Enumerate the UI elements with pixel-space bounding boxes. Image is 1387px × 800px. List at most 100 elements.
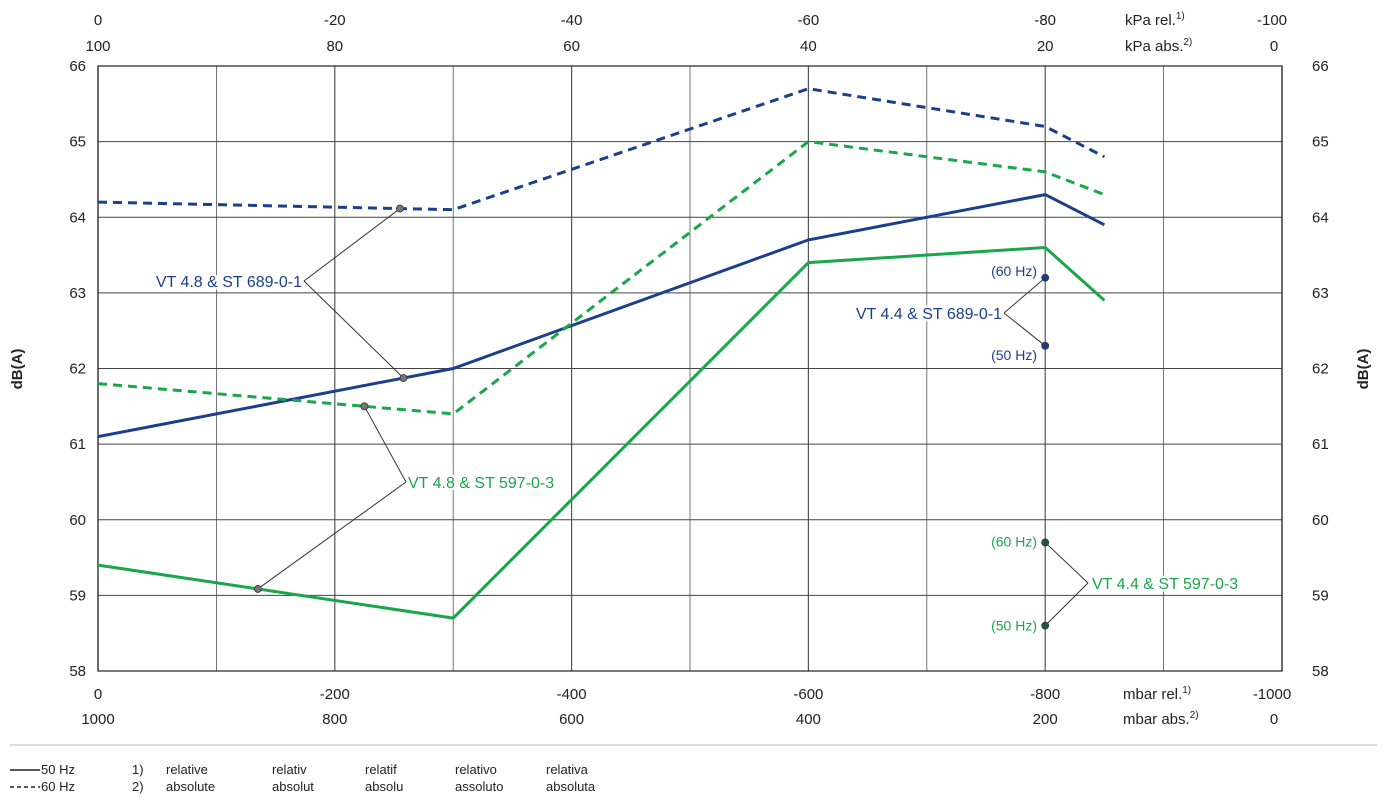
leader-lines: [253, 204, 1089, 630]
unit-label-kpa-abs: kPa abs.2): [1125, 37, 1192, 55]
marker-dot: [399, 374, 408, 382]
tick-labels: 010000100-200800-2080-400600-4060-600400…: [69, 11, 1328, 728]
x-tick-bottom-abs: 1000: [81, 711, 114, 728]
y-tick-right: 65: [1312, 134, 1329, 151]
x-tick-bottom-rel: 0: [94, 686, 102, 703]
annotations: VT 4.8 & ST 689-0-1VT 4.8 & ST 689-0-1VT…: [153, 260, 1240, 636]
leader-line: [1044, 542, 1089, 584]
y-tick-left: 64: [69, 209, 86, 226]
x-tick-bottom-abs: 200: [1033, 711, 1058, 728]
y-axis-label-left: dB(A): [9, 349, 26, 390]
y-tick-left: 62: [69, 361, 86, 378]
leader-line: [303, 280, 404, 379]
point-label-halo: (60 Hz): [991, 263, 1037, 279]
legend-dashed-label: 60 Hz: [41, 779, 75, 794]
leader-line: [257, 481, 407, 590]
y-tick-right: 62: [1312, 361, 1329, 378]
x-tick-bottom-abs: 0: [1270, 711, 1278, 728]
point-label: (60 Hz): [991, 263, 1037, 279]
x-tick-top-rel: -60: [798, 12, 820, 29]
marker-dot: [253, 585, 262, 593]
y-axis-label-right: dB(A): [1355, 349, 1372, 390]
unit-label-kpa-rel: kPa rel.1): [1125, 11, 1185, 29]
plot-frame: [97, 65, 1283, 672]
x-tick-top-abs: 100: [85, 38, 110, 55]
x-tick-bottom-rel: -600: [793, 686, 823, 703]
x-tick-top-rel: -40: [561, 12, 583, 29]
annotation-vt48-st689-halo: VT 4.8 & ST 689-0-1: [156, 274, 302, 291]
x-tick-top-abs: 80: [326, 38, 343, 55]
series-lines: [97, 87, 1106, 620]
point-label: (50 Hz): [991, 347, 1037, 363]
legend: 50 Hz 60 Hz: [10, 762, 75, 794]
series-line: [97, 193, 1106, 439]
footnote-term: assoluto: [455, 779, 503, 794]
y-tick-right: 61: [1312, 436, 1329, 453]
annotation-vt44-st689: VT 4.4 & ST 689-0-1: [856, 306, 1002, 323]
x-tick-top-abs: 20: [1037, 38, 1054, 55]
annotation-vt48-st597-halo: VT 4.8 & ST 597-0-3: [408, 475, 554, 492]
y-tick-right: 64: [1312, 209, 1329, 226]
y-tick-left: 60: [69, 512, 86, 529]
footnote-term: relative: [166, 762, 208, 777]
x-tick-bottom-abs: 400: [796, 711, 821, 728]
footnote-number: 2): [132, 779, 144, 794]
annotation-vt48-st689: VT 4.8 & ST 689-0-1: [156, 274, 302, 291]
y-tick-left: 66: [69, 58, 86, 75]
footnote-term: relativo: [455, 762, 497, 777]
annotation-vt48-st597: VT 4.8 & ST 597-0-3: [408, 475, 554, 492]
point-label: (50 Hz): [991, 618, 1037, 634]
y-tick-right: 63: [1312, 285, 1329, 302]
footnote-term: absolut: [272, 779, 314, 794]
x-tick-bottom-abs: 600: [559, 711, 584, 728]
point-label-halo: (60 Hz): [991, 533, 1037, 549]
marker-dot: [1041, 273, 1050, 282]
y-tick-right: 59: [1312, 587, 1329, 604]
x-tick-top-abs: 0: [1270, 38, 1278, 55]
annotation-vt44-st689-halo: VT 4.4 & ST 689-0-1: [856, 306, 1002, 323]
marker-dot: [1041, 341, 1050, 350]
footnote-term: absolute: [166, 779, 215, 794]
footnote-term: relatif: [365, 762, 397, 777]
footnote-term: absoluta: [546, 779, 596, 794]
series-line: [97, 245, 1106, 620]
x-tick-bottom-rel: -400: [557, 686, 587, 703]
y-tick-left: 58: [69, 663, 86, 680]
y-tick-right: 60: [1312, 512, 1329, 529]
leader-line: [1003, 312, 1046, 347]
marker-dot: [1041, 621, 1050, 630]
y-tick-right: 66: [1312, 58, 1329, 75]
leader-line: [1044, 582, 1089, 626]
x-tick-bottom-rel: -800: [1030, 686, 1060, 703]
series-line: [97, 87, 1106, 212]
marker-dot: [396, 204, 404, 213]
footnote-term: absolu: [365, 779, 403, 794]
x-tick-top-abs: 60: [563, 38, 580, 55]
annotation-vt44-st597-halo: VT 4.4 & ST 597-0-3: [1092, 576, 1238, 593]
marker-dot: [1041, 538, 1050, 547]
x-tick-bottom-rel: -200: [320, 686, 350, 703]
legend-solid-label: 50 Hz: [41, 762, 75, 777]
y-tick-left: 63: [69, 285, 86, 302]
annotation-vt44-st597: VT 4.4 & ST 597-0-3: [1092, 576, 1238, 593]
marker-dot: [360, 402, 369, 411]
point-label: (60 Hz): [991, 533, 1037, 549]
footnote-term: relativ: [272, 762, 307, 777]
point-label-halo: (50 Hz): [991, 618, 1037, 634]
x-tick-top-rel: 0: [94, 12, 102, 29]
point-label-halo: (50 Hz): [991, 347, 1037, 363]
x-tick-bottom-rel: -1000: [1253, 686, 1291, 703]
x-tick-top-rel: -100: [1257, 12, 1287, 29]
y-tick-left: 65: [69, 134, 86, 151]
x-tick-top-rel: -20: [324, 12, 346, 29]
footnote-number: 1): [132, 762, 144, 777]
leader-line: [303, 208, 401, 282]
unit-label-mbar-rel: mbar rel.1): [1123, 685, 1191, 703]
x-tick-top-rel: -80: [1034, 12, 1056, 29]
y-tick-left: 61: [69, 436, 86, 453]
leader-line: [363, 406, 407, 483]
unit-label-mbar-abs: mbar abs.2): [1123, 710, 1199, 728]
x-tick-top-abs: 40: [800, 38, 817, 55]
y-tick-right: 58: [1312, 663, 1329, 680]
